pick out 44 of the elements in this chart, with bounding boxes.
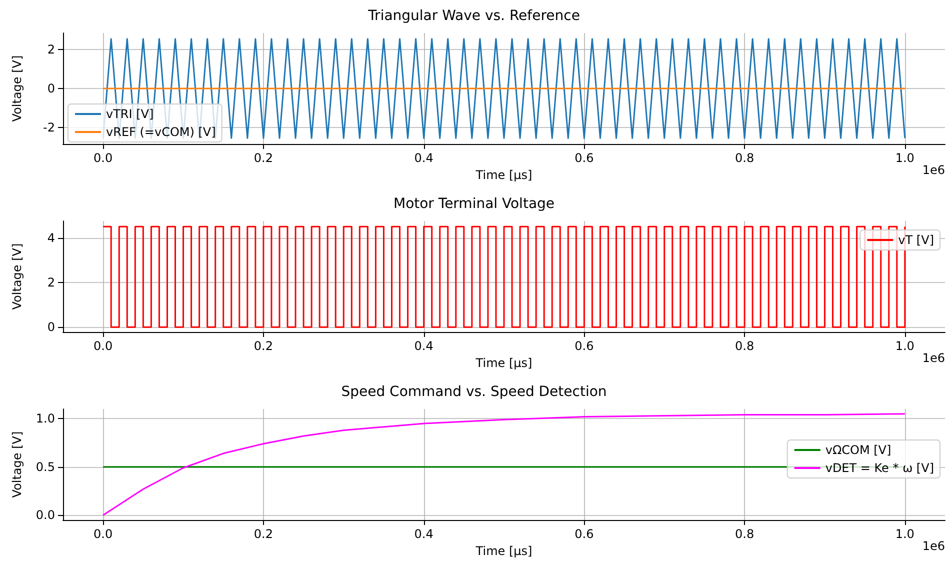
legend-label: vREF (=vCOM) [V] (106, 125, 216, 139)
chart-title: Speed Command vs. Speed Detection (341, 384, 607, 400)
legend-label: vΩCOM [V] (825, 443, 892, 457)
y-tick-label: 2 (47, 275, 55, 290)
x-tick-label: 1.0 (895, 527, 914, 541)
y-tick-label: 4 (47, 230, 55, 245)
x-tick-label: 0.2 (254, 527, 273, 541)
legend-label: vT [V] (898, 233, 934, 247)
x-tick-label: 1.0 (895, 339, 914, 353)
legend-label: vDET = Ke * ω [V] (825, 461, 934, 475)
x-axis-title: Time [µs] (474, 544, 532, 558)
chart-title: Motor Terminal Voltage (393, 196, 555, 212)
x-tick-label: 0.8 (735, 339, 754, 353)
y-tick-label: -2 (43, 120, 55, 134)
x-tick-label: 1.0 (895, 151, 914, 165)
text: 1e6 (922, 539, 946, 553)
y-tick-label: 2 (47, 42, 55, 57)
x-tick-label: 0.0 (94, 527, 113, 541)
chart-title: Triangular Wave vs. Reference (367, 8, 580, 24)
y-tick-label: 0 (47, 320, 55, 334)
legend-label: vTRI [V] (106, 107, 154, 121)
y-tick-label: 1.0 (36, 412, 55, 426)
y-axis-title: Voltage [V] (10, 55, 24, 122)
x-tick-label: 0.6 (574, 527, 594, 541)
text: 1e6 (922, 163, 946, 177)
x-tick-label: 0.0 (94, 151, 113, 165)
x-tick-label: 0.2 (254, 339, 273, 353)
x-tick-label: 0.8 (735, 151, 754, 165)
y-tick-label: 0.0 (36, 508, 55, 522)
y-tick-label: 0 (47, 82, 55, 96)
y-axis-title: Voltage [V] (10, 431, 24, 498)
x-tick-label: 0.8 (735, 527, 754, 541)
x-tick-label: 0.4 (414, 339, 434, 353)
x-tick-label: 0.6 (574, 339, 594, 353)
y-axis-title: Voltage [V] (10, 243, 24, 310)
x-tick-label: 0.4 (414, 151, 434, 165)
text: 1e6 (922, 351, 946, 365)
x-tick-label: 0.0 (94, 339, 113, 353)
x-axis-title: Time [µs] (474, 168, 532, 182)
x-tick-label: 0.2 (254, 151, 273, 165)
x-tick-label: 0.6 (574, 151, 594, 165)
y-tick-label: 0.5 (36, 460, 55, 474)
x-tick-label: 0.4 (414, 527, 434, 541)
x-axis-title: Time [µs] (474, 356, 532, 370)
